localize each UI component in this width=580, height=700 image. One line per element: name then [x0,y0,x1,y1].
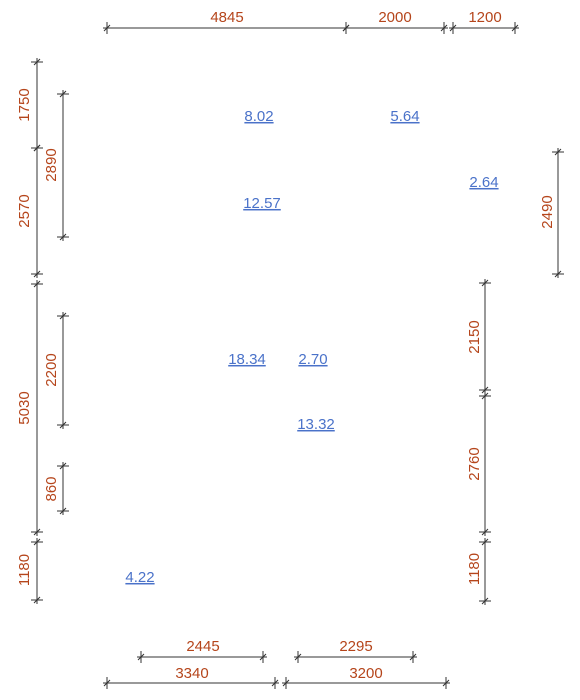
dim-slash [33,270,41,278]
dim-slash [103,679,111,687]
dim-slash [481,386,489,394]
dim-slash [481,597,489,605]
dimension-label: 2490 [539,195,556,228]
dim-slash [271,679,279,687]
dim-slash [33,538,41,546]
dim-slash [259,653,267,661]
dimension-label: 1200 [468,9,501,26]
dim-slash [59,421,67,429]
area-label[interactable]: 13.32 [297,416,335,433]
dim-slash [440,24,448,32]
dimension-label: 2200 [43,353,60,386]
dimension-label: 1180 [466,553,483,585]
dim-slash [481,392,489,400]
dim-slash [33,596,41,604]
dim-slash [282,679,290,687]
dim-slash [33,528,41,536]
dim-slash [33,58,41,66]
dim-slash [409,653,417,661]
dim-slash [59,312,67,320]
dim-slash [442,679,450,687]
dim-slash [554,148,562,156]
area-label[interactable]: 4.22 [125,569,154,586]
dimension-label: 3200 [349,665,382,682]
dimension-label: 860 [43,476,60,501]
area-label[interactable]: 2.70 [298,351,327,368]
dim-slash [481,538,489,546]
dim-slash [481,279,489,287]
area-label[interactable]: 18.34 [228,351,266,368]
dimension-label: 2150 [466,320,483,353]
dim-slash [59,507,67,515]
dim-slash [59,90,67,98]
dimension-label: 2760 [466,447,483,480]
dimension-label: 2000 [378,9,411,26]
dim-slash [33,280,41,288]
area-label[interactable]: 8.02 [244,108,273,125]
dim-slash [554,270,562,278]
dim-slash [294,653,302,661]
dim-slash [103,24,111,32]
dimension-label: 2570 [16,194,33,227]
dimension-label: 2295 [339,638,372,655]
dimension-label: 5030 [16,391,33,424]
dimension-label: 2445 [186,638,219,655]
dimension-label: 4845 [210,9,243,26]
dimension-label: 1750 [16,88,33,121]
dimension-label: 2890 [43,148,60,181]
area-label[interactable]: 2.64 [469,174,498,191]
dim-slash [449,24,457,32]
dimension-label: 3340 [175,665,208,682]
dim-slash [59,462,67,470]
dim-slash [59,233,67,241]
dim-slash [511,24,519,32]
dim-slash [33,144,41,152]
dimension-label: 1180 [16,554,33,586]
dim-slash [342,24,350,32]
dim-slash [481,528,489,536]
dim-slash [137,653,145,661]
area-label[interactable]: 12.57 [243,195,281,212]
area-label[interactable]: 5.64 [390,108,419,125]
